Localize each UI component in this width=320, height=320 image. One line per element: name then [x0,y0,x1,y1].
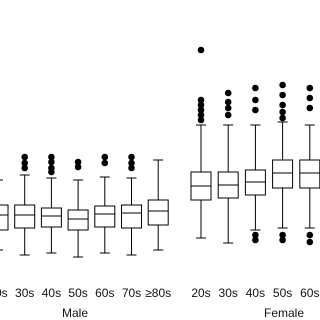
outlier [279,101,286,109]
outlier [224,111,232,119]
outlier [197,106,205,114]
outlier [252,106,259,114]
box [0,204,9,231]
outlier [279,81,286,89]
outlier [306,94,314,102]
outlier [252,236,259,244]
outlier [197,96,205,104]
outlier [197,116,205,124]
x-tick-label: 50s [273,286,292,300]
outlier [279,91,286,99]
box [147,199,169,226]
outlier [21,153,29,161]
outlier [306,238,314,246]
outlier [224,89,232,97]
outlier [21,159,29,167]
outlier [306,231,314,239]
box [121,204,142,229]
outlier [48,158,55,166]
outlier [128,159,135,167]
x-tick-label: 60s [300,286,319,300]
x-tick-label: 60s [95,286,114,300]
x-tick-label: ≥80s [145,286,171,300]
outlier [48,164,55,172]
outlier [48,153,55,161]
box [67,209,89,231]
outlier [279,231,286,239]
x-tick-label: 20s [0,286,8,300]
outlier [21,164,29,172]
box [299,159,320,189]
group-label: Female [264,306,304,320]
x-tick-label: 30s [219,286,238,300]
outlier [306,104,314,112]
outlier [197,111,205,119]
outlier [252,84,259,92]
outlier [279,108,286,116]
box [14,204,36,229]
outlier [197,101,205,109]
outlier [224,98,232,106]
x-tick-label: 40s [246,286,265,300]
outlier [74,163,82,171]
x-tick-label: 70s [122,286,141,300]
outlier [224,104,232,112]
outlier [128,153,135,161]
outlier [101,159,109,167]
x-tick-label: 50s [68,286,87,300]
outlier [74,158,82,166]
outlier [197,46,205,54]
box [272,159,294,189]
box [94,205,116,228]
x-tick-label: 20s [191,286,210,300]
outlier [279,236,286,244]
outlier [252,96,259,104]
outlier [252,231,259,239]
group-label: Male [62,306,88,320]
x-tick-label: 30s [15,286,34,300]
outlier [101,153,109,161]
outlier [128,164,135,172]
box [40,207,62,228]
outlier [306,84,314,92]
outlier [279,114,286,122]
x-tick-label: 40s [42,286,61,300]
